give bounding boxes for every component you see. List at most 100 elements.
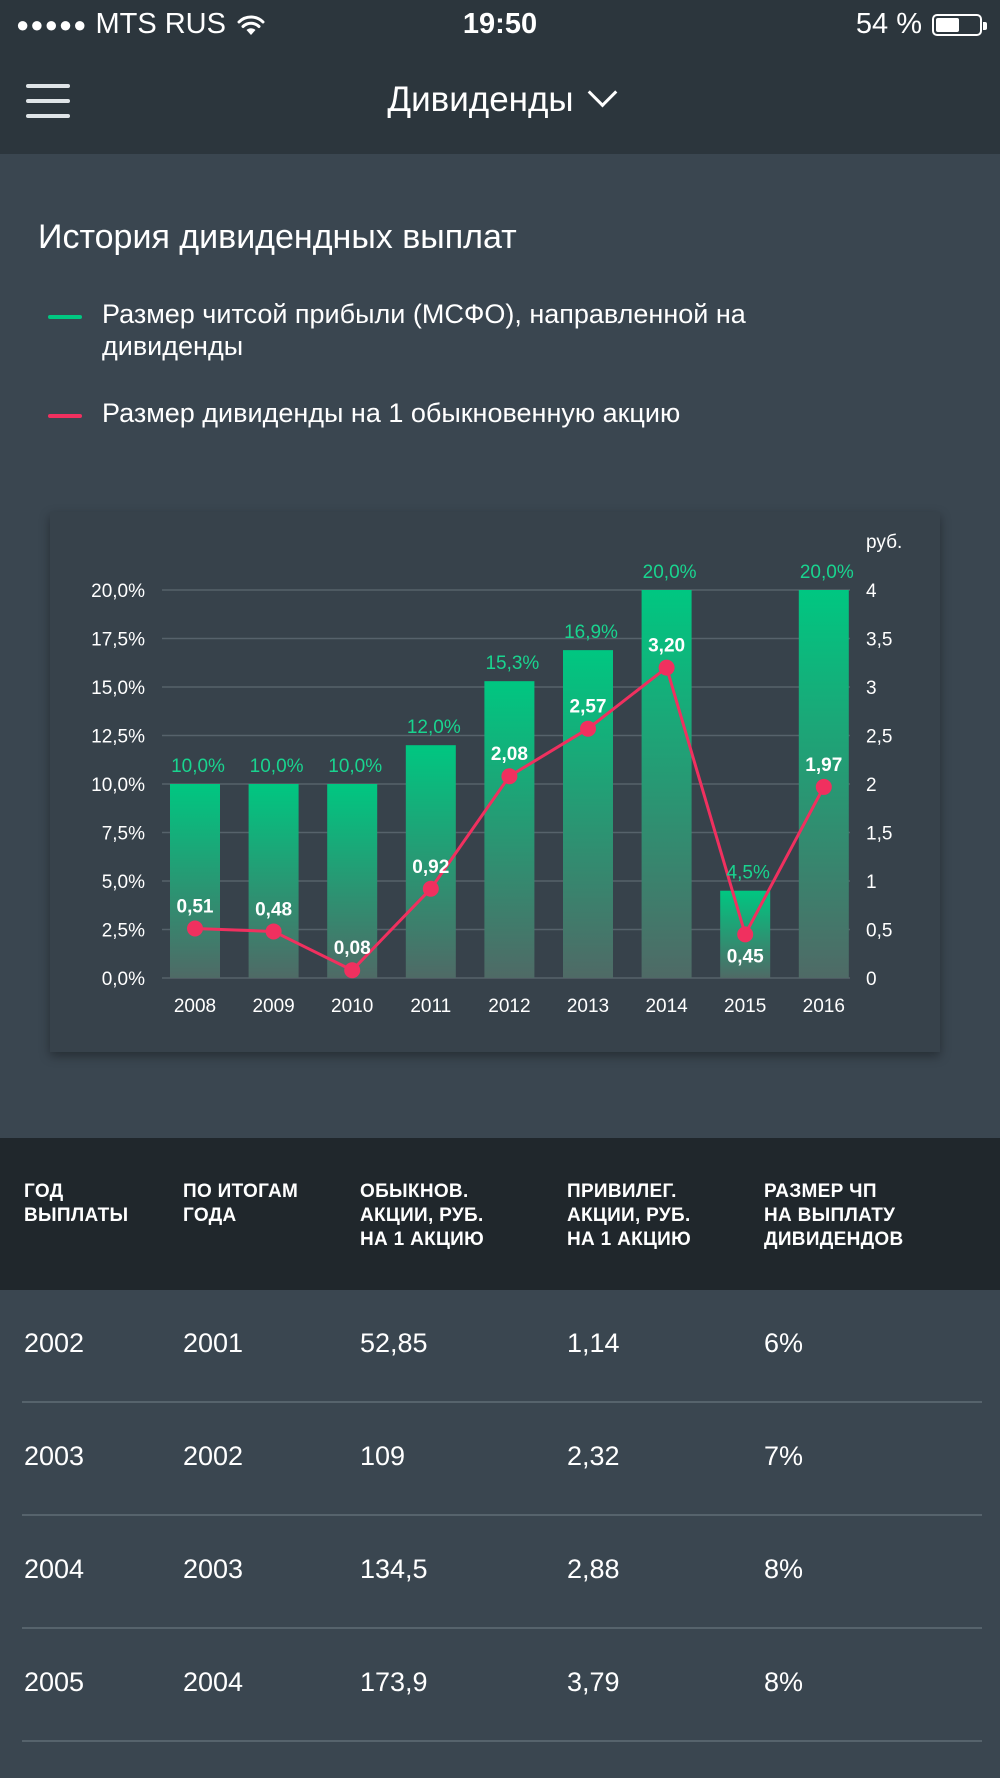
line-point <box>815 778 832 795</box>
status-right: 54 % <box>855 8 987 41</box>
legend-label: Размер читсой прибыли (МСФО), направленн… <box>102 299 746 361</box>
x-tick-label: 2016 <box>803 996 845 1017</box>
navigation-bar: Дивиденды <box>0 50 1000 154</box>
line-point <box>187 920 203 937</box>
y-left-tick-label: 17,5% <box>91 630 145 651</box>
battery-percent: 54 % <box>855 8 922 40</box>
line-point <box>422 880 439 897</box>
bar <box>327 784 378 978</box>
cell-common-shares: 173,9 <box>360 1667 428 1697</box>
y-right-unit-label: руб. <box>866 532 902 553</box>
x-tick-label: 2011 <box>410 996 451 1017</box>
table-row: 2005 2004 173,9 3,79 8% <box>0 1629 1000 1742</box>
hamburger-menu-icon[interactable] <box>26 84 70 118</box>
y-right-tick-label: 1,5 <box>866 824 892 845</box>
y-right-tick-label: 1 <box>866 872 877 893</box>
y-left-tick-label: 20,0% <box>91 581 145 602</box>
line-value-label: 2,08 <box>491 744 528 765</box>
y-right-tick-label: 0 <box>866 969 877 990</box>
cell-net-profit-share: 8% <box>764 1554 804 1584</box>
legend-label: Размер дивиденды на 1 обыкновенную акцию <box>102 398 681 428</box>
y-left-tick-label: 5,0% <box>102 872 145 893</box>
bar-value-label: 15,3% <box>485 653 539 674</box>
bar <box>170 784 220 978</box>
line-value-label: 0,92 <box>412 857 449 878</box>
header-common-shares: ОБЫКНОВ. АКЦИИ, РУБ. НА 1 АКЦИЮ <box>360 1181 485 1250</box>
cell-net-profit-share: 7% <box>764 1441 804 1471</box>
section-dropdown[interactable]: Дивиденды <box>0 77 1000 120</box>
line-value-label: 0,51 <box>177 897 214 918</box>
row-divider <box>22 1514 982 1516</box>
battery-level <box>936 17 959 32</box>
y-left-tick-label: 12,5% <box>91 727 145 748</box>
table-row: 2002 2001 52,85 1,14 6% <box>0 1290 1000 1403</box>
bar-value-label: 16,9% <box>564 622 618 643</box>
y-left-tick-label: 7,5% <box>102 824 145 845</box>
cell-preferred-shares: 1,14 <box>567 1328 620 1358</box>
x-tick-label: 2015 <box>724 996 766 1017</box>
line-point <box>737 926 754 943</box>
x-tick-label: 2008 <box>174 996 216 1017</box>
chart-section-title: История дивидендных выплат <box>38 218 517 256</box>
row-divider <box>22 1740 982 1742</box>
row-divider <box>22 1627 982 1629</box>
bar <box>641 590 692 978</box>
y-right-tick-label: 0,5 <box>866 921 892 942</box>
x-tick-label: 2013 <box>567 996 609 1017</box>
bar <box>563 650 613 978</box>
bar-value-label: 20,0% <box>643 562 697 583</box>
status-left: ●●●●● MTS RUS <box>16 8 266 41</box>
page-title: Дивиденды <box>387 80 574 119</box>
legend-swatch-red <box>48 414 82 418</box>
line-point <box>658 659 675 676</box>
table-header: ГОД ВЫПЛАТЫ ПО ИТОГАМ ГОДА ОБЫКНОВ. АКЦИ… <box>0 1138 1000 1290</box>
cell-net-profit-share: 8% <box>764 1667 804 1697</box>
status-bar: ●●●●● MTS RUS 19:50 54 % <box>0 0 1000 50</box>
y-left-tick-label: 2,5% <box>102 921 145 942</box>
menu-line <box>26 84 70 88</box>
table-row: 2003 2002 109 2,32 7% <box>0 1403 1000 1516</box>
bar-value-label: 10,0% <box>250 756 304 777</box>
line-point <box>580 720 596 737</box>
row-divider <box>22 1401 982 1403</box>
y-left-tick-label: 10,0% <box>91 775 145 796</box>
y-right-tick-label: 3 <box>866 678 877 699</box>
y-right-tick-label: 2,5 <box>866 727 892 748</box>
header-net-profit-share: РАЗМЕР ЧП НА ВЫПЛАТУ ДИВИДЕНДОВ <box>764 1181 904 1250</box>
bar-value-label: 4,5% <box>727 863 770 884</box>
header-fiscal-year: ПО ИТОГАМ ГОДА <box>183 1181 299 1226</box>
cell-fiscal-year: 2003 <box>183 1554 244 1584</box>
x-tick-label: 2009 <box>252 996 294 1017</box>
line-value-label: 1,97 <box>805 755 842 776</box>
line-value-label: 2,57 <box>570 697 607 718</box>
cell-fiscal-year: 2001 <box>183 1328 244 1358</box>
wifi-icon <box>237 15 265 35</box>
status-time: 19:50 <box>462 8 538 40</box>
header-payment-year: ГОД ВЫПЛАТЫ <box>24 1181 129 1226</box>
line-value-label: 0,08 <box>334 938 371 959</box>
cell-payment-year: 2002 <box>24 1328 85 1358</box>
cell-payment-year: 2003 <box>24 1441 85 1471</box>
y-right-tick-label: 2 <box>866 775 877 796</box>
menu-line <box>26 99 70 103</box>
bar-value-label: 20,0% <box>800 562 854 583</box>
bar <box>484 681 535 978</box>
bar <box>248 784 299 978</box>
bar-value-label: 10,0% <box>171 756 225 777</box>
x-tick-label: 2014 <box>645 996 688 1017</box>
y-right-tick-label: 3,5 <box>866 630 892 651</box>
cell-fiscal-year: 2002 <box>183 1441 244 1471</box>
battery-icon <box>932 13 987 36</box>
cell-common-shares: 134,5 <box>360 1554 428 1584</box>
line-point <box>265 923 282 940</box>
bar-value-label: 10,0% <box>328 756 382 777</box>
menu-line <box>26 114 70 118</box>
bar-value-label: 12,0% <box>407 717 461 738</box>
cell-preferred-shares: 2,88 <box>567 1554 620 1584</box>
y-left-tick-label: 0,0% <box>102 969 145 990</box>
cell-net-profit-share: 6% <box>764 1328 804 1358</box>
table-row: 2004 2003 134,5 2,88 8% <box>0 1516 1000 1629</box>
line-point <box>501 768 518 785</box>
cell-fiscal-year: 2004 <box>183 1667 244 1697</box>
legend-swatch-green <box>48 315 82 319</box>
